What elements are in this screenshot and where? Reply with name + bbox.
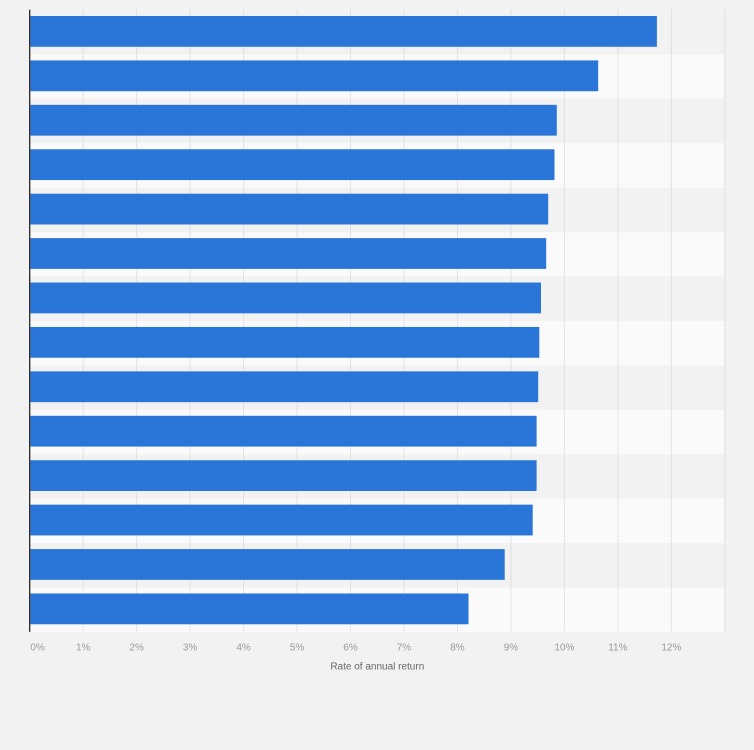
svg-text:10%: 10% [554, 643, 574, 654]
svg-text:2%: 2% [129, 643, 144, 654]
svg-text:11%: 11% [608, 643, 627, 654]
svg-text:5%: 5% [290, 643, 305, 654]
svg-text:9%: 9% [504, 643, 519, 654]
svg-text:8%: 8% [450, 643, 465, 654]
svg-text:Rate of annual return: Rate of annual return [330, 662, 424, 673]
svg-text:7%: 7% [397, 643, 412, 654]
svg-text:3%: 3% [183, 643, 198, 654]
svg-text:1%: 1% [76, 643, 91, 654]
svg-text:6%: 6% [343, 643, 358, 654]
svg-text:0%: 0% [30, 643, 45, 654]
svg-text:4%: 4% [236, 643, 251, 654]
svg-text:12%: 12% [661, 643, 681, 654]
